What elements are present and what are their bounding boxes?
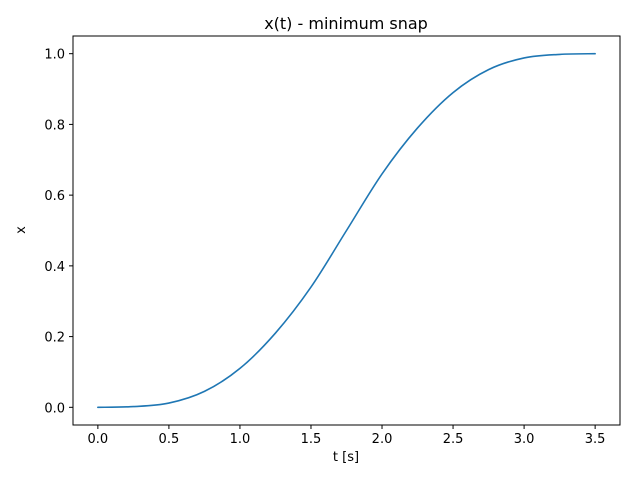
y-tick-label: 1.0 [44, 48, 65, 63]
x-tick-label: 2.5 [443, 432, 464, 447]
y-tick-label: 0.2 [44, 331, 65, 346]
y-tick-label: 0.0 [44, 401, 65, 416]
y-tick-label: 0.6 [44, 189, 65, 204]
x-tick-label: 1.5 [301, 432, 322, 447]
x-tick-label: 3.5 [585, 432, 606, 447]
y-tick-label: 0.4 [44, 260, 65, 275]
plot-frame [72, 35, 621, 426]
y-tick-label: 0.8 [44, 118, 65, 133]
x-tick-label: 1.0 [230, 432, 251, 447]
x-tick-label: 3.0 [514, 432, 535, 447]
x-tick-label: 0.0 [88, 432, 109, 447]
x-axis-label: t [s] [333, 450, 359, 465]
y-axis-label: x [14, 226, 29, 234]
chart-title: x(t) - minimum snap [264, 14, 428, 33]
series-line [97, 52, 596, 409]
x-tick-label: 2.0 [372, 432, 393, 447]
x-tick-label: 0.5 [159, 432, 180, 447]
